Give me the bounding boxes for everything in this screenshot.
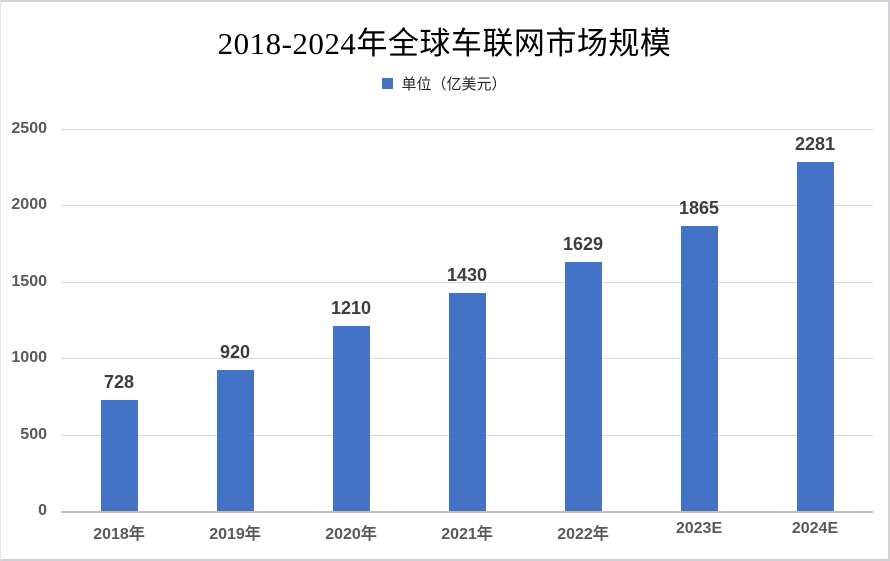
- bar-group: 1629: [525, 129, 641, 511]
- x-axis-label: 2018年: [93, 526, 145, 543]
- chart-title: 2018-2024年全球车联网市场规模: [217, 26, 672, 61]
- legend-swatch-icon: [382, 78, 394, 89]
- bar-value-label: 2281: [794, 134, 836, 155]
- bar-value-label: 1865: [678, 198, 720, 219]
- x-axis-label: 2019年: [209, 526, 261, 543]
- bar: [796, 162, 834, 511]
- x-axis-label: 2021年: [441, 526, 493, 543]
- y-tick-label: 1500: [11, 272, 47, 290]
- x-axis-label: 2023E: [675, 520, 723, 537]
- gridline: [61, 281, 873, 283]
- bar-group: 2281: [757, 129, 873, 511]
- bar-value-label: 1629: [562, 234, 604, 255]
- legend-label: 单位（亿美元）: [401, 77, 507, 93]
- gridline: [61, 129, 873, 130]
- bar: [680, 226, 718, 511]
- y-tick-label: 2000: [11, 196, 47, 214]
- bar-value-label: 920: [219, 342, 251, 363]
- bar: [332, 326, 370, 511]
- y-tick-label: 500: [20, 425, 47, 443]
- bar-group: 1210: [293, 129, 409, 511]
- bar-group: 920: [177, 129, 293, 511]
- y-tick-label: 1000: [11, 349, 47, 367]
- plot-area: 728 920 1210 1430 1629 1865 2281: [61, 129, 873, 513]
- bar-group: 728: [61, 129, 177, 511]
- x-axis-label: 2020年: [325, 526, 377, 543]
- x-axis: 2018年 2019年 2020年 2021年 2022年 2023E 2024E: [61, 520, 873, 544]
- bar-value-label: 1430: [446, 264, 488, 285]
- y-tick-label: 0: [38, 502, 47, 519]
- y-axis: 0 500 1000 1500 2000 2500: [9, 120, 47, 519]
- bar-series: 728 920 1210 1430 1629 1865 2281: [61, 129, 873, 511]
- bar-value-label: 1210: [330, 298, 372, 319]
- bar: [448, 292, 486, 511]
- bar-group: 1430: [409, 129, 525, 511]
- y-tick-label: 2500: [11, 120, 47, 137]
- legend: 单位（亿美元）: [1, 73, 888, 94]
- bar: [100, 399, 138, 511]
- x-axis-label: 2022年: [557, 526, 609, 543]
- bar: [564, 262, 602, 511]
- bar: [216, 370, 254, 511]
- bar-value-label: 728: [103, 371, 135, 392]
- x-axis-label: 2024E: [791, 520, 839, 537]
- bar-group: 1865: [641, 129, 757, 511]
- gridline: [61, 205, 873, 207]
